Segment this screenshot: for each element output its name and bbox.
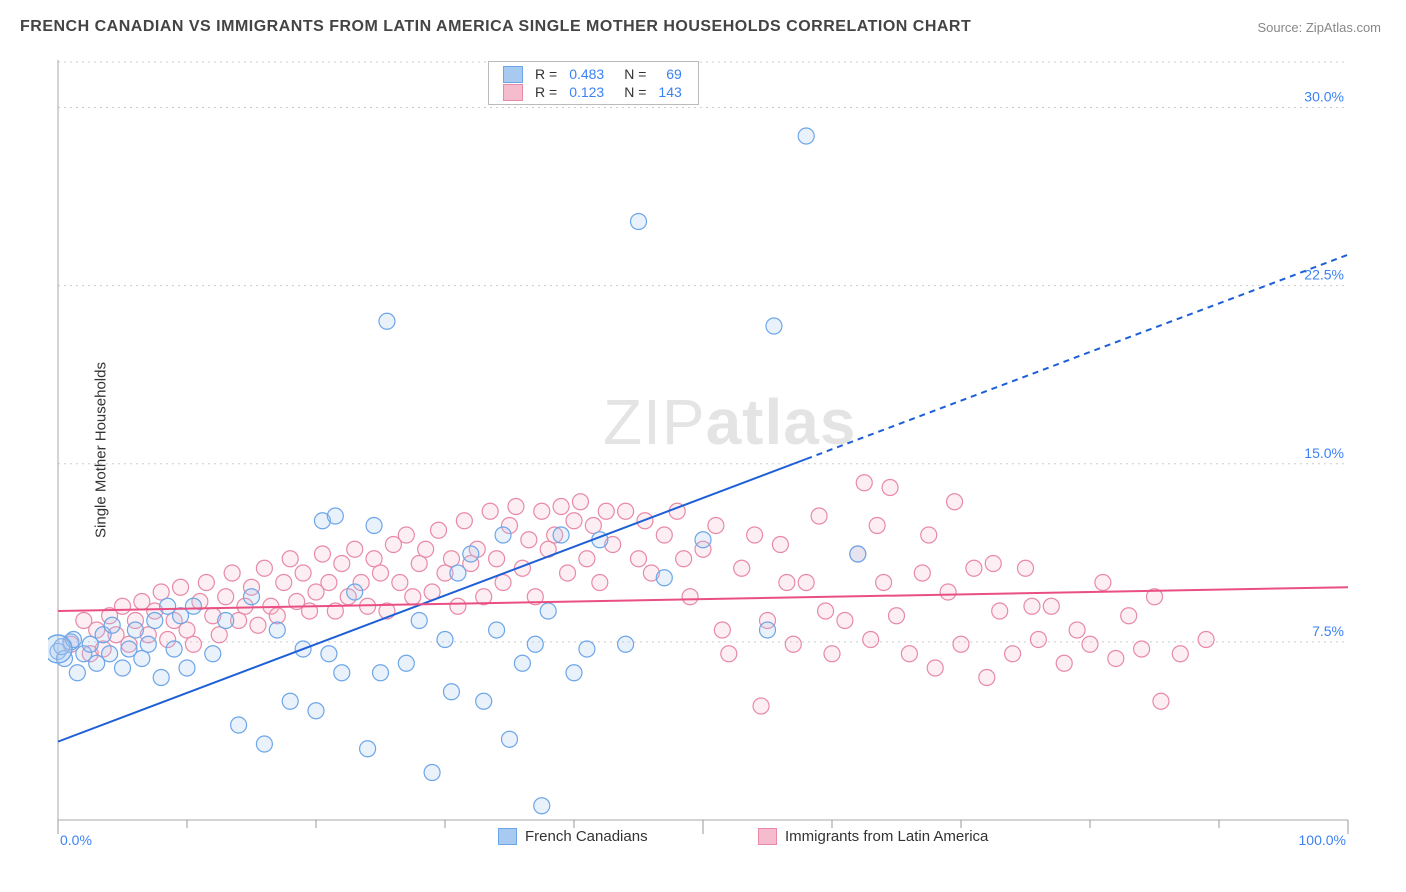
svg-text:100.0%: 100.0% [1299,832,1346,845]
svg-text:15.0%: 15.0% [1304,445,1344,461]
legend-r-label: R = [529,83,563,101]
legend-n-label: N = [610,83,652,101]
source-label: Source: ZipAtlas.com [1257,20,1381,35]
legend-swatch [498,828,517,845]
legend-r-value: 0.483 [563,65,610,83]
legend-swatch [503,84,523,101]
legend-r-label: R = [529,65,563,83]
chart-title: FRENCH CANADIAN VS IMMIGRANTS FROM LATIN… [20,18,971,36]
legend-r-value: 0.123 [563,83,610,101]
legend-n-value: 143 [652,83,687,101]
legend-n-label: N = [610,65,652,83]
svg-text:0.0%: 0.0% [60,832,92,845]
svg-text:30.0%: 30.0% [1304,89,1344,105]
legend-swatch [503,66,523,83]
y-axis-label: Single Mother Households [92,362,109,538]
svg-text:7.5%: 7.5% [1312,623,1344,639]
correlation-legend: R =0.483N =69 R =0.123N =143 [488,61,699,105]
legend-swatch [758,828,777,845]
series-legend-item: French Canadians [498,828,648,845]
series-legend-item: Immigrants from Latin America [758,828,988,845]
legend-series-label: Immigrants from Latin America [785,828,988,845]
chart-container: Single Mother Households ZIPatlas 7.5%15… [48,55,1388,845]
svg-text:22.5%: 22.5% [1304,267,1344,283]
legend-n-value: 69 [652,65,687,83]
scatter-plot: 7.5% 15.0% 22.5% 30.0% 0.0% 100.0% [48,55,1388,845]
legend-series-label: French Canadians [525,828,648,845]
